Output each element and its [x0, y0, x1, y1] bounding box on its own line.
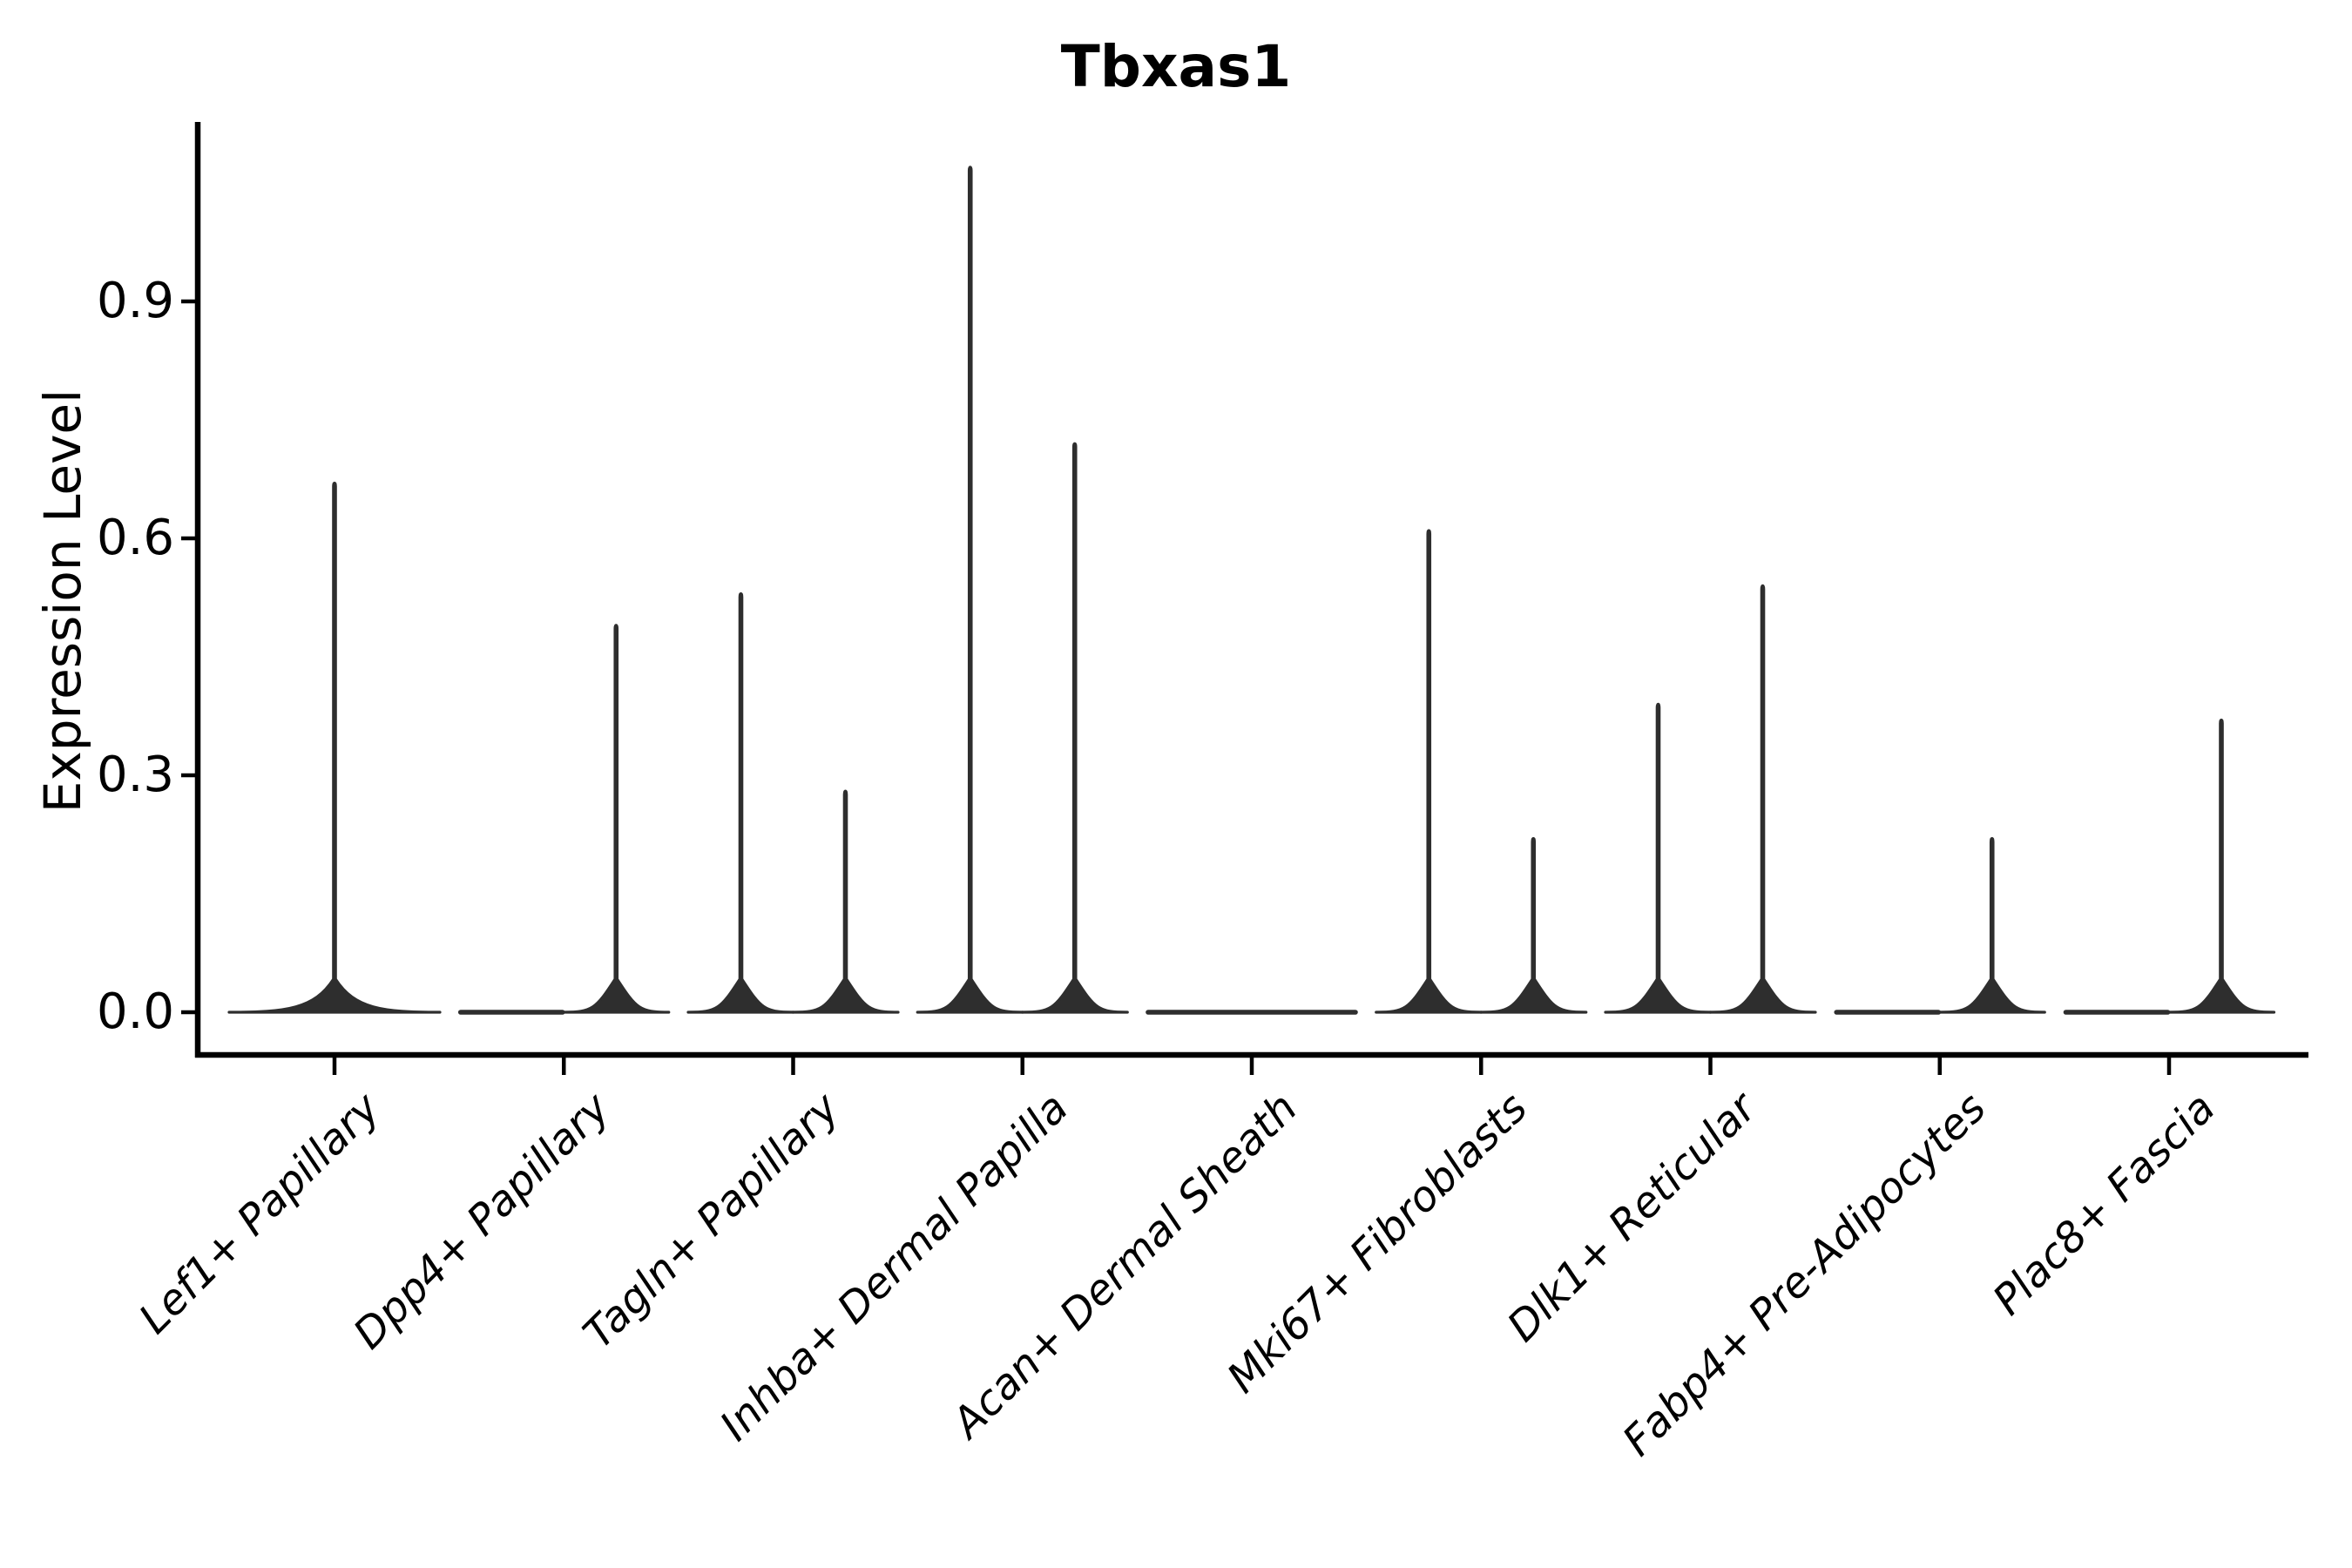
violin [2166, 718, 2276, 1014]
y-tick-label: 0.3 [96, 746, 174, 803]
y-tick-label: 0.0 [96, 983, 174, 1040]
y-tick-label: 0.9 [96, 272, 174, 329]
violin [1020, 442, 1129, 1014]
violin [1937, 836, 2046, 1014]
violin [227, 481, 442, 1014]
y-tick-label: 0.6 [96, 509, 174, 566]
violin [562, 624, 671, 1014]
violin [1708, 584, 1817, 1014]
violin [791, 789, 900, 1014]
violin [1479, 836, 1588, 1014]
violin [916, 166, 1024, 1014]
chart-title: Tbxas1 [1060, 33, 1292, 100]
y-axis-title: Expression Level [33, 389, 92, 814]
violin [1375, 529, 1484, 1014]
violin [686, 591, 795, 1014]
violin [1604, 702, 1713, 1014]
